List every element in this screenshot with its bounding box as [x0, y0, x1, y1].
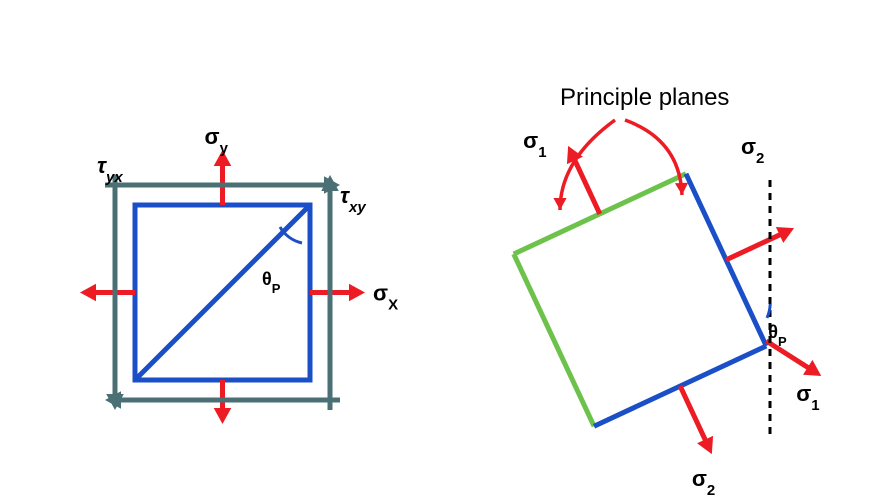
left-stress-element: θP σX σy τxy τyx	[80, 124, 398, 424]
sigma1-arrow-br	[766, 341, 810, 369]
arrow-head	[80, 284, 96, 302]
tau-xy-label: τxy	[340, 183, 366, 216]
sigma1-top-label: σ1	[523, 128, 546, 161]
title-pointer-0	[560, 120, 615, 210]
sigma2-arrow-right	[726, 234, 782, 260]
sigma1-arrow-top	[574, 158, 600, 214]
arrow-head	[214, 408, 232, 424]
principal-planes-title: Principle planes	[560, 84, 729, 111]
arrow-head	[349, 284, 365, 302]
principal-plane-left	[514, 254, 594, 426]
sigma1-br-label: σ1	[796, 381, 819, 414]
sigma2-arrow-bottom	[680, 386, 706, 442]
sigma2-bottom-label: σ2	[692, 466, 715, 499]
right-principal-element: Principle planesσ1σ2σ1σ2θP	[514, 84, 821, 499]
title-pointer-1	[625, 120, 682, 195]
arrow-head	[675, 183, 688, 195]
sigma-x-label: σX	[373, 281, 398, 314]
theta-p-left-label: θP	[262, 269, 281, 296]
sigma2-right-label: σ2	[741, 134, 764, 167]
sigma-y-label: σy	[205, 124, 229, 157]
tau-yx-label: τyx	[97, 153, 123, 186]
arrow-head	[553, 198, 566, 210]
